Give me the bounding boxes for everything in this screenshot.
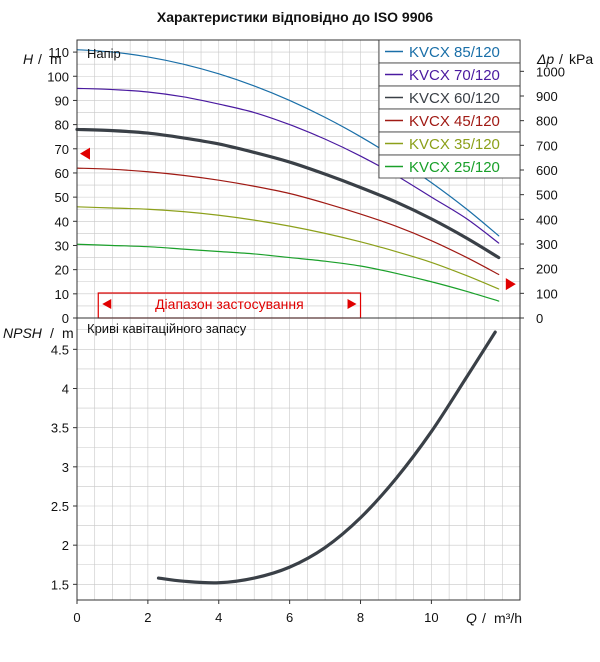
npsh-axis-unit: m bbox=[62, 325, 74, 341]
operating-marker-left bbox=[80, 147, 90, 160]
y-tick-label: 70 bbox=[55, 142, 69, 157]
y2-tick-label: 800 bbox=[536, 114, 558, 129]
npsh-plot-frame bbox=[76, 317, 521, 601]
range-arrow-left bbox=[102, 299, 112, 309]
flow-axis-label: Q bbox=[466, 610, 477, 626]
flow-axis-sep: / bbox=[482, 610, 486, 626]
legend-label: KVCX 85/120 bbox=[409, 44, 500, 61]
head-panel-label: Напір bbox=[87, 46, 121, 61]
y2-tick-label: 400 bbox=[536, 212, 558, 227]
y-tick-label: 0 bbox=[62, 311, 69, 326]
legend: KVCX 85/120 KVCX 70/120 KVCX 60/120 KVCX 45… bbox=[378, 39, 521, 179]
head-markers bbox=[80, 147, 516, 291]
y-tick-label: 40 bbox=[55, 214, 69, 229]
npsh-y-tick-label: 1.5 bbox=[51, 577, 69, 592]
npsh-y-tick-label: 2 bbox=[62, 538, 69, 553]
series-line-kvcx-35-120 bbox=[76, 206, 500, 290]
npsh-y-tick-label: 4 bbox=[62, 382, 69, 397]
legend-entry-box bbox=[378, 154, 521, 179]
y-tick-label: 50 bbox=[55, 190, 69, 205]
y-tick-label: 80 bbox=[55, 118, 69, 133]
pressure-axis-sep: / bbox=[559, 51, 563, 67]
y-tick-label: 30 bbox=[55, 238, 69, 253]
npsh-y-tick-label: 2.5 bbox=[51, 499, 69, 514]
npsh-panel: 1.5 2 2.5 3 3.5 4 4.5 0 2 4 6 8 10 NPSH / m Криві кавіта… bbox=[3, 317, 522, 626]
head-axis-label: H bbox=[23, 51, 34, 67]
series-line-kvcx-45-120 bbox=[76, 167, 500, 276]
legend-label: KVCX 60/120 bbox=[409, 90, 500, 107]
application-range: Діапазон застосування bbox=[97, 292, 362, 319]
y2-tick-label: 100 bbox=[536, 286, 558, 301]
y2-tick-label: 200 bbox=[536, 262, 558, 277]
y2-tick-label: 1000 bbox=[536, 64, 565, 79]
series-line-kvcx-60-120 bbox=[75, 127, 501, 260]
y2-tick-label: 0 bbox=[536, 311, 543, 326]
y2-tick-label: 900 bbox=[536, 89, 558, 104]
x-tick-label: 4 bbox=[215, 610, 222, 625]
y2-tick-label: 500 bbox=[536, 188, 558, 203]
x-tick-label: 10 bbox=[424, 610, 438, 625]
npsh-axis-sep: / bbox=[50, 325, 54, 341]
series-line-kvcx-85-120 bbox=[76, 49, 500, 237]
x-tick-label: 6 bbox=[286, 610, 293, 625]
x-tick-label: 2 bbox=[144, 610, 151, 625]
head-series bbox=[75, 49, 501, 302]
y-tick-label: 100 bbox=[47, 69, 69, 84]
npsh-y-tick-label: 4.5 bbox=[51, 342, 69, 357]
application-range-label: Діапазон застосування bbox=[155, 296, 304, 312]
y-tick-label: 60 bbox=[55, 166, 69, 181]
x-tick-label: 0 bbox=[73, 610, 80, 625]
series-line-kvcx-25-120 bbox=[76, 243, 500, 302]
npsh-axis-label: NPSH bbox=[3, 325, 43, 341]
npsh-grid bbox=[76, 318, 521, 600]
y2-tick-label: 700 bbox=[536, 138, 558, 153]
y-tick-label: 110 bbox=[48, 45, 69, 60]
y-tick-label: 90 bbox=[55, 93, 69, 108]
y-tick-label: 20 bbox=[55, 263, 69, 278]
npsh-panel-label: Криві кавітаційного запасу bbox=[87, 321, 247, 336]
pressure-axis-label: Δp bbox=[536, 51, 554, 67]
x-tick-label: 8 bbox=[357, 610, 364, 625]
head-panel: Діапазон застосування 0 10 20 30 40 50 60 70 80 9… bbox=[23, 39, 593, 326]
flow-axis-unit: m³/h bbox=[494, 610, 522, 626]
y2-tick-label: 300 bbox=[536, 237, 558, 252]
head-axes: 0 10 20 30 40 50 60 70 80 90 100 110 0 100 200 300 400 50… bbox=[23, 39, 593, 326]
npsh-axes: 1.5 2 2.5 3 3.5 4 4.5 0 2 4 6 8 10 NPSH / m Криві кавіта… bbox=[3, 317, 522, 626]
npsh-y-tick-label: 3 bbox=[62, 460, 69, 475]
legend-label: KVCX 70/120 bbox=[409, 67, 500, 84]
npsh-curve bbox=[156, 330, 497, 585]
chart-title: Характеристики відповідно до ISO 9906 bbox=[157, 9, 433, 25]
head-axis-sep: / bbox=[38, 51, 42, 67]
y2-tick-label: 600 bbox=[536, 163, 558, 178]
pressure-axis-unit: kPa bbox=[569, 51, 593, 67]
y-tick-label: 10 bbox=[55, 287, 69, 302]
legend-label: KVCX 25/120 bbox=[409, 159, 500, 176]
head-axis-unit: m bbox=[50, 51, 62, 67]
npsh-y-tick-label: 3.5 bbox=[51, 421, 69, 436]
operating-marker-right bbox=[505, 278, 516, 291]
legend-label: KVCX 35/120 bbox=[409, 136, 500, 153]
range-arrow-right bbox=[347, 299, 357, 309]
series-line-kvcx-70-120 bbox=[76, 87, 500, 244]
npsh-series bbox=[156, 330, 497, 585]
legend-label: KVCX 45/120 bbox=[409, 113, 500, 130]
